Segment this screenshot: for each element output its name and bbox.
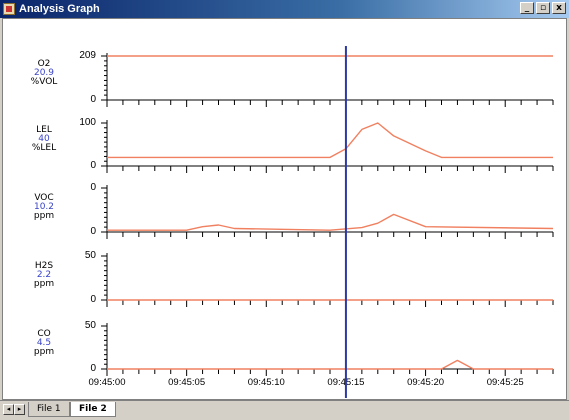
y-tick-label: 209 xyxy=(79,50,96,61)
channel-name: CO xyxy=(37,329,51,339)
channel-label-o2: O2 20.9 %VOL xyxy=(14,60,74,87)
series-line-lel xyxy=(107,122,553,159)
window-titlebar[interactable]: Analysis Graph _ ▫ x xyxy=(0,0,569,18)
channel-unit: %LEL xyxy=(31,143,57,153)
y-tick-label: 0 xyxy=(90,363,96,374)
channel-name: LEL xyxy=(36,125,52,135)
minimize-button[interactable]: _ xyxy=(520,2,534,14)
channel-unit: ppm xyxy=(33,347,55,357)
channel-label-h2s: H2S 2.2 ppm xyxy=(14,262,74,289)
channel-unit: ppm xyxy=(33,211,55,221)
x-tick-label: 09:45:20 xyxy=(407,377,445,388)
y-tick-label: 0 xyxy=(90,182,96,193)
window-title: Analysis Graph xyxy=(19,3,100,15)
x-tick-label: 09:45:05 xyxy=(168,377,206,388)
close-button[interactable]: x xyxy=(552,2,566,14)
window-controls: _ ▫ x xyxy=(518,2,566,16)
graph-area xyxy=(2,18,567,400)
channel-label-lel: LEL 40 %LEL xyxy=(14,126,74,153)
y-tick-label: 0 xyxy=(90,94,96,105)
y-tick-label: 0 xyxy=(90,294,96,305)
channel-name: O2 xyxy=(37,59,51,69)
y-tick-label: 0 xyxy=(90,160,96,171)
restore-button[interactable]: ▫ xyxy=(536,2,550,14)
channel-name: H2S xyxy=(34,261,54,271)
y-tick-label: 100 xyxy=(79,117,96,128)
channel-label-co: CO 4.5 ppm xyxy=(14,330,74,357)
x-tick-label: 09:45:10 xyxy=(247,377,285,388)
channel-value: 10.2 xyxy=(33,202,55,212)
tab-file-1[interactable]: File 1 xyxy=(28,402,70,417)
tab-prev-button[interactable]: ◂ xyxy=(3,404,14,415)
tab-file-2[interactable]: File 2 xyxy=(70,402,116,417)
y-tick-label: 0 xyxy=(90,226,96,237)
channel-value: 40 xyxy=(38,134,50,144)
channel-value: 4.5 xyxy=(36,338,52,348)
series-line-voc xyxy=(107,213,554,231)
channel-value: 2.2 xyxy=(36,270,52,280)
x-tick-label: 09:45:25 xyxy=(486,377,524,388)
channel-name: VOC xyxy=(34,193,54,203)
file-tab-bar: ◂ ▸ File 1 File 2 xyxy=(0,400,569,420)
tab-next-button[interactable]: ▸ xyxy=(14,404,25,415)
y-tick-label: 50 xyxy=(84,320,96,331)
channel-label-voc: VOC 10.2 ppm xyxy=(14,194,74,221)
channel-unit: ppm xyxy=(33,279,55,289)
channel-value: 20.9 xyxy=(33,68,55,78)
channel-unit: %VOL xyxy=(30,77,58,87)
y-tick-label: 50 xyxy=(84,250,96,261)
series-line-co xyxy=(107,359,553,370)
x-tick-label: 09:45:00 xyxy=(88,377,126,388)
graph-app-icon xyxy=(3,3,15,15)
